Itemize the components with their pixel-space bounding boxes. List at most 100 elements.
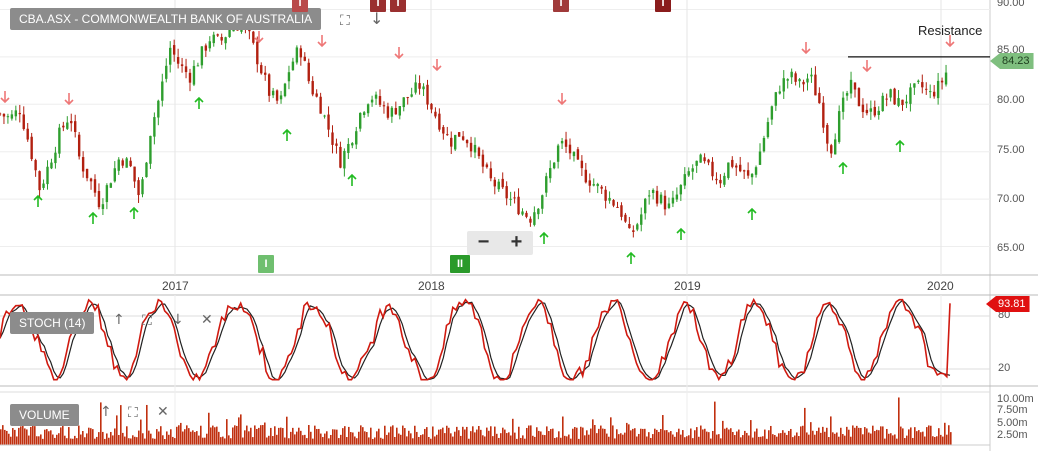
candle-body [125,158,128,168]
volume-bar [68,427,70,445]
event-marker[interactable]: II [450,255,470,273]
volume-bar [118,434,120,445]
volume-bar [622,434,624,445]
event-marker[interactable]: I [390,0,406,12]
event-marker[interactable]: I [292,0,308,12]
candle-body [822,102,825,128]
candle-body [172,45,176,55]
down-arrow-icon[interactable]: ↓ [370,9,384,28]
candle-body [881,95,884,112]
expand-icon[interactable]: ⛶ [128,405,138,421]
down-arrow-icon[interactable]: ↓ [172,312,184,328]
volume-bar [888,433,890,445]
volume-bar [916,431,918,445]
candle-body [224,37,227,44]
candle-body [117,159,120,171]
volume-bar [826,427,828,445]
candle-body [145,162,148,178]
volume-bar [180,422,182,445]
candle-body [683,174,686,186]
candle-body [42,183,45,188]
volume-bar [380,437,382,445]
candle-body [410,94,413,97]
volume-bar [574,427,576,445]
volume-bar [496,433,498,445]
volume-bar [824,431,826,445]
candle-body [497,181,500,190]
candle-body [873,106,876,116]
volume-bar [588,434,590,445]
volume-bar [406,436,408,445]
x-tick: 2018 [418,279,445,293]
volume-bar [126,426,128,445]
volume-bar [900,426,902,445]
volume-bar [634,428,636,445]
volume-bar [220,437,222,445]
candle-body [576,149,580,160]
candle-body [473,144,477,153]
candle-body [549,168,552,179]
volume-bar [254,425,256,445]
candle-body [632,230,635,232]
candle-body [485,164,489,168]
candle-body [620,205,623,217]
zoom-out-button[interactable]: − [477,231,490,253]
volume-bar [730,428,732,445]
volume-bar [218,431,220,445]
volume-bar [568,434,570,445]
volume-bar [60,427,62,445]
volume-bar [676,432,678,445]
event-marker[interactable]: I [655,0,671,12]
volume-bar [404,428,406,445]
volume-bar [878,430,880,445]
volume-bar [578,438,580,445]
volume-bar [268,435,270,445]
candle-body [798,79,801,82]
candle-body [196,65,200,67]
up-arrow-icon[interactable]: ↑ [113,312,125,328]
buy-signal-arrow [676,227,686,240]
volume-bar [474,432,476,445]
volume-bar [206,433,208,445]
event-marker[interactable]: I [258,255,274,273]
volume-bar [170,429,172,445]
volume-bar [66,438,68,445]
expand-icon[interactable]: ⛶ [340,13,350,29]
event-marker[interactable]: I [370,0,386,12]
candle-body [513,197,516,199]
up-arrow-icon[interactable]: ↑ [100,404,112,420]
expand-icon[interactable]: ⛶ [142,313,152,329]
volume-bar [458,430,460,445]
candle-body [319,96,322,114]
close-icon[interactable]: ✕ [157,404,169,420]
candle-body [778,91,781,94]
event-marker[interactable]: I [553,0,569,12]
volume-bar [778,433,780,445]
candle-body [790,71,793,78]
volume-tick: 5.00m [997,417,1028,429]
candle-body [533,212,536,225]
zoom-in-button[interactable]: + [510,231,523,253]
candle-body [469,142,473,152]
candle-body [18,112,21,115]
volume-bar [638,433,640,445]
volume-bar [300,430,302,445]
volume-bar [184,429,186,445]
volume-bar [362,427,364,445]
candle-body [50,162,53,169]
volume-bar [198,435,200,445]
sell-signal-arrow [317,35,327,48]
chart-title: CBA.ASX - COMMONWEALTH BANK OF AUSTRALIA [10,8,322,30]
volume-bar [166,431,168,445]
volume-bar [710,438,712,445]
volume-bar [452,436,454,445]
volume-bar [152,438,154,445]
candle-body [762,137,766,152]
volume-bar [310,431,312,445]
candle-body [929,91,932,93]
close-icon[interactable]: ✕ [201,312,213,328]
volume-bar [870,433,872,445]
volume-bar [534,436,536,445]
volume-bar [906,435,908,445]
